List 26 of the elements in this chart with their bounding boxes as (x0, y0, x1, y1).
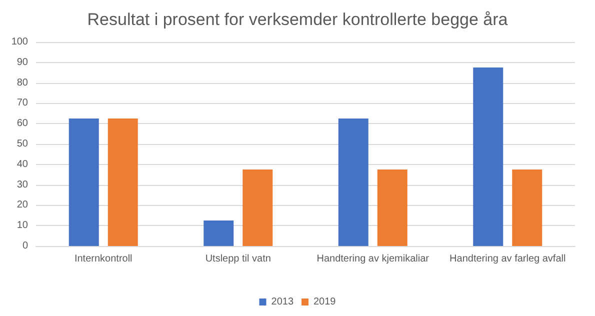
y-tick-label: 10 (16, 220, 28, 232)
bar (377, 170, 408, 246)
y-tick-label: 60 (16, 118, 28, 130)
y-tick-label: 100 (11, 36, 28, 48)
x-tick-label: Handtering av kjemikaliar (316, 254, 430, 264)
legend-label: 2013 (271, 296, 294, 308)
bar (108, 118, 138, 246)
bar (68, 118, 99, 246)
bar (512, 170, 542, 246)
y-tick-label: 0 (22, 240, 28, 252)
y-tick-label: 50 (16, 138, 28, 150)
y-tick-label: 40 (16, 158, 28, 170)
bar (242, 170, 273, 246)
bar (204, 220, 234, 246)
y-tick-label: 20 (16, 200, 28, 211)
chart-title: Resultat i prosent for verksemder kontrollerte begge åra (87, 10, 508, 29)
x-tick-label: Handtering av farleg avfall (450, 254, 566, 264)
x-tick-label: Internkontroll (74, 254, 132, 264)
y-tick-label: 30 (16, 179, 28, 190)
y-tick-label: 80 (16, 77, 28, 88)
y-tick-label: 70 (16, 98, 28, 109)
bar (473, 68, 504, 246)
x-tick-label: Utslepp til vatn (205, 254, 271, 264)
bar (338, 118, 368, 246)
legend-label: 2019 (314, 296, 336, 308)
y-tick-label: 90 (16, 56, 28, 68)
